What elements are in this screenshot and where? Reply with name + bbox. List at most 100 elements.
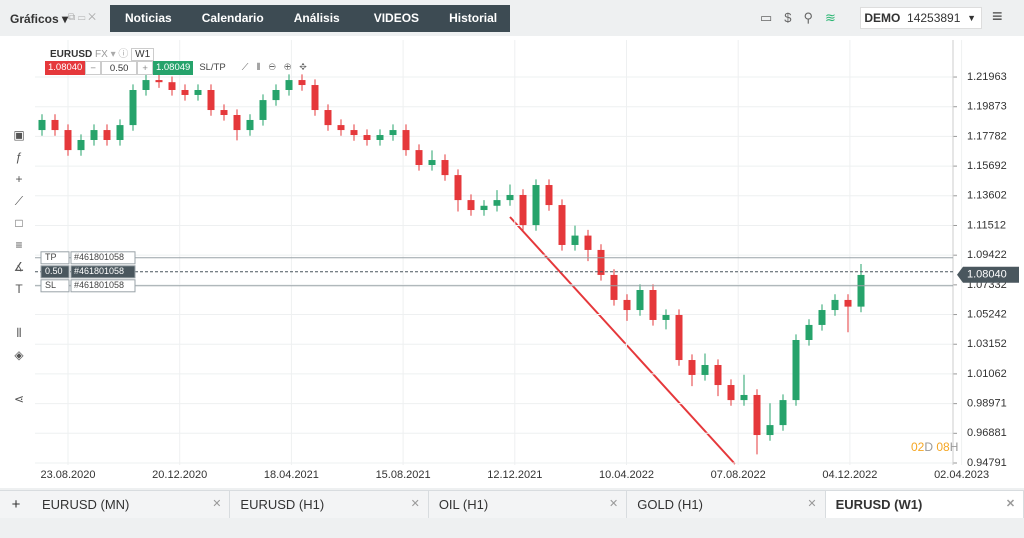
tab[interactable]: GOLD (H1) ✕ [627, 491, 826, 518]
nav-tab[interactable]: Calendario [201, 11, 264, 25]
order-id: #461801058 [74, 252, 124, 262]
chart-tools[interactable]: ⟋⦀⊖⊕✥ [241, 62, 315, 73]
nav-tab[interactable]: Noticias [125, 11, 172, 25]
candle-body [779, 400, 787, 426]
candle-body [415, 150, 423, 165]
y-tick-label: 0.98971 [967, 398, 1007, 410]
buy-button[interactable]: 1.08049 [152, 61, 194, 75]
order-id-box [70, 251, 136, 265]
order-id: #461801058 [74, 280, 124, 290]
header-icons[interactable]: ▭$⚲≋ [760, 10, 848, 25]
add-tab[interactable]: + [0, 490, 32, 518]
candle-body [480, 205, 488, 211]
candle-body [207, 90, 215, 111]
bottom-tabs: EURUSD (MN) ✕ EURUSD (H1) ✕ OIL (H1) ✕ GOLD… [32, 490, 1024, 518]
candle-body [688, 360, 696, 375]
candle-body [675, 315, 683, 361]
candle-body [220, 110, 228, 115]
candle-body [337, 125, 345, 131]
menu-label[interactable]: Gráficos [10, 12, 59, 26]
candle-body [844, 299, 852, 307]
trend-line[interactable] [509, 216, 736, 465]
tab-label: GOLD (H1) [637, 497, 703, 512]
candle-body [350, 130, 358, 136]
candle-body [324, 110, 332, 126]
y-tick-label: 0.96881 [967, 427, 1007, 439]
candle-body [272, 90, 280, 101]
candle-body [454, 175, 462, 201]
candle-body [259, 100, 267, 120]
candle-body [103, 130, 111, 140]
candle-body [519, 194, 527, 226]
candle-body [532, 185, 540, 226]
tab-label: OIL (H1) [438, 497, 489, 512]
candle-body [493, 200, 501, 206]
candle-body [64, 130, 72, 151]
volume-input[interactable]: 0.50 [100, 61, 138, 75]
candle-body [740, 394, 748, 401]
sltp-button[interactable]: SL/TP [199, 62, 226, 73]
tools[interactable]: ▣ ƒ + ⟋ □ ≡ ∡ T ⦀ ◈ ⋖ [13, 128, 25, 406]
candle-body [558, 205, 566, 245]
candle-body [90, 130, 98, 140]
x-tick-label: 18.04.2021 [264, 469, 319, 481]
y-tick-label: 1.17782 [967, 130, 1007, 142]
countdown-unit: H [949, 440, 959, 454]
chart-panel: 23.08.2020 20.12.2020 18.04.2021 15.08.2021… [35, 36, 1024, 488]
candle-body [233, 115, 241, 131]
trade-bar: 1.08040 − 0.50 + 1.08049 SL/TP ⟋⦀⊖⊕✥ [45, 61, 315, 75]
countdown-hours: 08 [936, 440, 950, 454]
y-tick-label: 1.01062 [967, 368, 1007, 380]
sell-button[interactable]: 1.08040 [45, 61, 86, 75]
candle-body [610, 274, 618, 300]
tab[interactable]: OIL (H1) ✕ [429, 491, 628, 518]
tab[interactable]: EURUSD (MN) ✕ [32, 491, 231, 518]
countdown-days: 02 [911, 440, 925, 454]
y-tick-label: 1.13602 [967, 190, 1007, 202]
hamburger[interactable]: ≡ [992, 6, 1003, 26]
chart: 23.08.2020 20.12.2020 18.04.2021 15.08.2021… [35, 40, 1019, 481]
timeframe[interactable]: W1 [131, 48, 155, 61]
candle-body [181, 90, 189, 95]
candle-body [77, 140, 85, 151]
candle-body [805, 324, 813, 340]
menu[interactable]: Gráficos ▾ [10, 12, 69, 26]
order-kind: 0.50 [45, 266, 63, 276]
candle-body [766, 425, 774, 436]
order-id-box [70, 265, 136, 279]
nav-tab[interactable]: VIDEOS [373, 11, 420, 25]
x-tick-label: 12.12.2021 [487, 469, 542, 481]
order-kind-box [40, 279, 70, 293]
candle-body [402, 130, 410, 151]
y-tick-label: 1.09422 [967, 249, 1007, 261]
order-kind: SL [45, 280, 56, 290]
candle-body [597, 249, 605, 275]
account-box[interactable]: DEMO 14253891 ▼ [860, 7, 982, 29]
order-label[interactable]: SL #461801058 [40, 279, 136, 293]
tab[interactable]: EURUSD (H1) ✕ [230, 491, 429, 518]
tab[interactable]: EURUSD (W1) ✕ [825, 491, 1024, 518]
y-tick-label: 1.19873 [967, 101, 1007, 113]
candle-body [428, 160, 436, 165]
nav-tab[interactable]: Historial [449, 11, 498, 25]
candle-body [285, 80, 293, 90]
nav-tab[interactable]: Análisis de mercado [293, 11, 344, 79]
candle-body [51, 119, 59, 131]
candle-body [38, 119, 46, 131]
y-tick-label: 0.94791 [967, 457, 1007, 469]
candle-body [753, 394, 761, 436]
candle-body [636, 290, 644, 311]
window-icons[interactable]: ⧉ ▭ ✕ [68, 12, 96, 23]
candle-body [545, 185, 553, 206]
price-badge [957, 266, 1019, 283]
current-price: 1.08040 [967, 269, 1007, 281]
candle-body [662, 315, 670, 320]
symbol[interactable]: EURUSD FX ▾ ⓘ W1 [50, 45, 155, 61]
order-label[interactable]: TP #461801058 [40, 251, 136, 265]
order-kind-box [40, 251, 70, 265]
candle-body [155, 80, 163, 83]
x-tick-label: 23.08.2020 [40, 469, 95, 481]
order-label[interactable]: 0.50 #461801058 [40, 265, 136, 279]
y-tick-label: 1.05242 [967, 308, 1007, 320]
